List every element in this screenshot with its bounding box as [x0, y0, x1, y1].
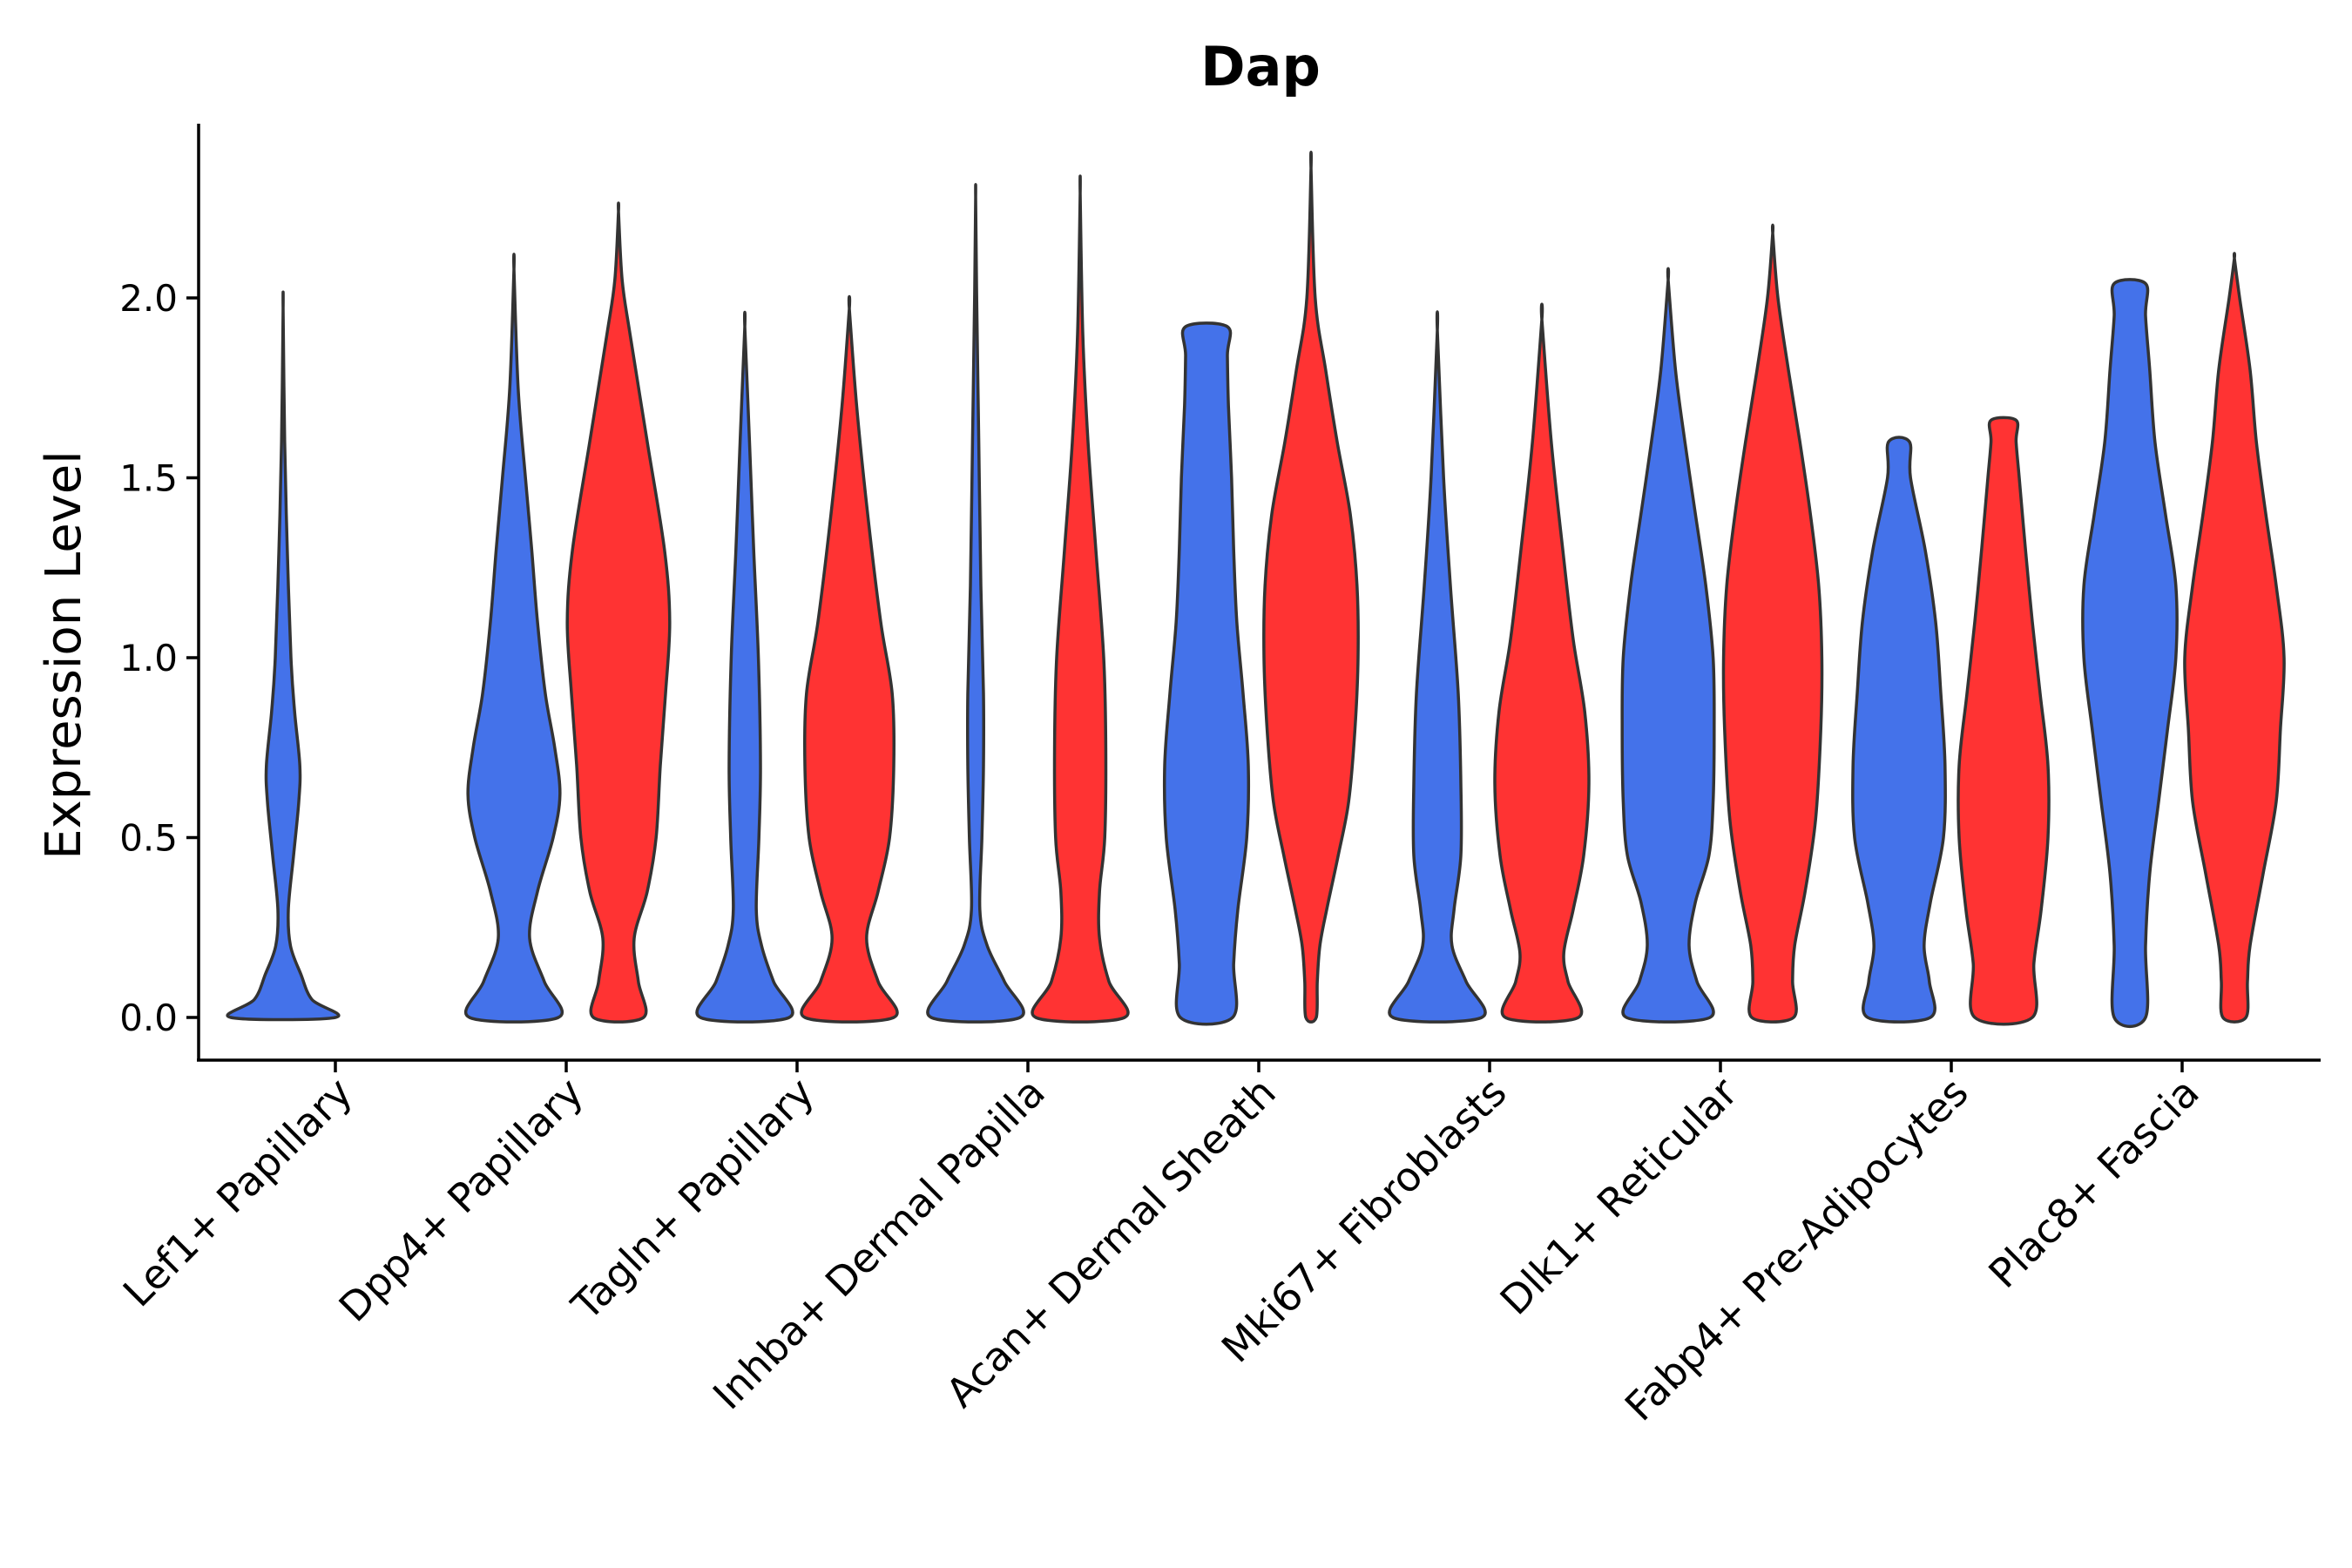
y-ticks: 0.0 0.5 1.0 1.5 2.0	[119, 277, 199, 1039]
x-tick-label: Plac8+ Fascia	[1979, 1069, 2207, 1297]
violins-layer	[226, 150, 2286, 1029]
x-tick-label: Dpp4+ Papillary	[330, 1069, 592, 1331]
violin-blue-3	[926, 183, 1025, 1024]
violin-blue-4	[1162, 321, 1251, 1026]
violin-red-2	[800, 294, 899, 1024]
x-tick-label: Lef1+ Papillary	[114, 1069, 362, 1316]
violin-red-7	[1957, 416, 2051, 1026]
chart-title: Dap	[1200, 35, 1321, 98]
x-tick-label: Dlk1+ Reticular	[1491, 1069, 1747, 1324]
y-tick-label: 0.5	[119, 817, 178, 860]
y-axis-label: Expression Level	[36, 450, 92, 860]
violin-red-3	[1031, 174, 1130, 1024]
violin-blue-7	[1851, 436, 1947, 1024]
violin-red-4	[1262, 150, 1360, 1024]
y-tick-label: 1.0	[119, 637, 178, 679]
violin-red-5	[1493, 302, 1591, 1024]
violin-red-8	[2183, 252, 2286, 1024]
y-tick-label: 1.5	[119, 457, 178, 500]
violin-blue-2	[695, 310, 794, 1024]
violin-blue-8	[2081, 278, 2179, 1029]
violin-red-1	[565, 201, 672, 1024]
violin-blue-1	[463, 253, 564, 1024]
y-tick-label: 0.0	[119, 997, 178, 1039]
violin-blue-0	[226, 290, 341, 1022]
violin-blue-5	[1388, 310, 1487, 1024]
x-tick-label: Tagln+ Papillary	[562, 1069, 823, 1330]
y-tick-label: 2.0	[119, 277, 178, 320]
violin-blue-6	[1620, 267, 1716, 1024]
violin-red-6	[1721, 223, 1824, 1024]
